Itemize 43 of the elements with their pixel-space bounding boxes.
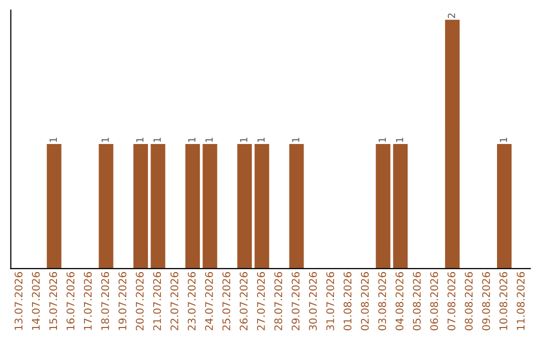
data-label: 1 [292, 138, 300, 142]
data-label: 1 [50, 138, 57, 142]
x-tick-label: 17.07.2026 [84, 272, 92, 330]
x-tick-label: 31.07.2026 [326, 272, 334, 330]
x-tick-label: 22.07.2026 [170, 272, 178, 330]
x-tick-label: 05.08.2026 [412, 272, 421, 330]
data-label: 1 [257, 138, 265, 142]
x-tick-label: 11.08.2026 [516, 272, 525, 330]
x-tick-label: 10.08.2026 [499, 272, 508, 330]
x-tick-label: 24.07.2026 [205, 272, 213, 330]
data-label: 1 [240, 138, 248, 142]
data-label: 1 [154, 138, 161, 142]
x-tick-label: 23.07.2026 [188, 272, 196, 330]
x-tick-label: 02.08.2026 [360, 272, 369, 330]
x-tick-label: 29.07.2026 [292, 272, 300, 330]
data-label: 1 [188, 138, 196, 142]
data-label: 1 [206, 138, 213, 142]
data-label: 2 [448, 14, 456, 18]
x-tick-label: 26.07.2026 [240, 272, 248, 330]
x-tick-label: 28.07.2026 [274, 272, 282, 330]
x-tick-label: 13.07.2026 [14, 272, 22, 330]
x-tick-label: 08.08.2026 [464, 272, 473, 330]
x-tick-label: 09.08.2026 [482, 272, 490, 330]
data-label: 1 [102, 138, 109, 142]
x-tick-label: 19.07.2026 [118, 272, 126, 330]
x-tick-label: 15.07.2026 [49, 272, 58, 330]
x-tick-label: 03.08.2026 [378, 272, 386, 330]
x-tick-label: 06.08.2026 [430, 272, 438, 330]
x-tick-label: 18.07.2026 [101, 272, 110, 330]
x-tick-label: 20.07.2026 [136, 272, 144, 330]
x-tick-label: 04.08.2026 [396, 272, 404, 330]
x-tick-label: 16.07.2026 [66, 272, 74, 330]
data-label: 1 [378, 138, 386, 142]
x-tick-label: 27.07.2026 [257, 272, 265, 330]
x-tick-label: 30.07.2026 [308, 272, 317, 330]
x-tick-label: 21.07.2026 [153, 272, 162, 330]
data-label: 1 [500, 138, 507, 142]
x-tick-label: 25.07.2026 [222, 272, 230, 330]
data-label: 1 [396, 138, 404, 142]
x-tick-label: 14.07.2026 [32, 272, 40, 330]
x-tick-label: 01.08.2026 [344, 272, 352, 330]
x-tick-label: 07.08.2026 [448, 272, 456, 330]
data-label: 1 [136, 138, 144, 142]
